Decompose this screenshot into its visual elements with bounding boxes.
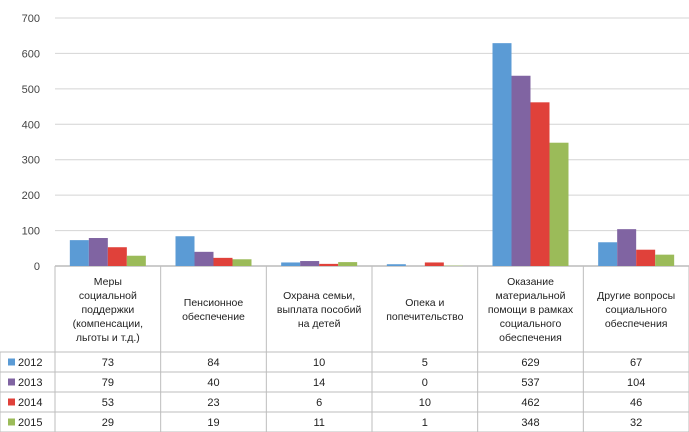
table-cell-2015-5: 32 xyxy=(630,417,642,429)
table-cell-2012-4: 629 xyxy=(521,357,539,369)
bar-2013-1 xyxy=(194,251,214,266)
y-tick-label-300: 300 xyxy=(22,155,40,167)
legend-label-2014: 2014 xyxy=(18,397,42,409)
category-label-2-2: на детей xyxy=(298,318,341,330)
table-cell-2012-0: 73 xyxy=(102,357,114,369)
bar-2012-4 xyxy=(492,43,512,267)
table-cell-2014-0: 53 xyxy=(102,397,114,409)
legend-label-2012: 2012 xyxy=(18,357,42,369)
bar-2012-5 xyxy=(598,242,618,266)
table-cell-2013-0: 79 xyxy=(102,377,114,389)
y-tick-label-0: 0 xyxy=(34,261,40,273)
table-cell-2012-2: 10 xyxy=(313,357,325,369)
table-cell-2012-1: 84 xyxy=(207,357,219,369)
category-label-0-3: (компенсации, xyxy=(73,318,143,330)
legend-label-2013: 2013 xyxy=(18,377,42,389)
table-cell-2013-5: 104 xyxy=(627,377,645,389)
category-label-5-1: социального xyxy=(605,304,667,316)
bar-2012-3 xyxy=(386,264,406,266)
table-cell-2014-5: 46 xyxy=(630,397,642,409)
bar-2012-0 xyxy=(69,240,89,266)
table-cell-2013-2: 14 xyxy=(313,377,325,389)
bar-2014-3 xyxy=(424,262,444,266)
bar-2015-4 xyxy=(549,142,569,266)
legend-swatch-2012 xyxy=(8,358,15,366)
legend-swatch-2013 xyxy=(8,378,15,386)
category-label-5-0: Другие вопросы xyxy=(597,290,675,302)
bar-2014-0 xyxy=(107,247,127,266)
category-label-3-0: Опека и xyxy=(405,297,444,309)
category-label-2-0: Охрана семьи, xyxy=(283,290,355,302)
table-cell-2013-4: 537 xyxy=(521,377,539,389)
category-label-4-2: помощи в рамках xyxy=(488,304,574,316)
table-cell-2012-3: 5 xyxy=(422,357,428,369)
table-cell-2014-2: 6 xyxy=(316,397,322,409)
y-tick-label-200: 200 xyxy=(22,190,40,202)
category-label-0-0: Меры xyxy=(94,276,122,288)
bar-2014-1 xyxy=(213,257,233,266)
table-cell-2015-1: 19 xyxy=(207,417,219,429)
bar-2015-2 xyxy=(338,262,358,266)
category-label-1-0: Пенсионное xyxy=(184,297,244,309)
bar-2013-2 xyxy=(300,261,320,266)
bar-2014-2 xyxy=(319,263,339,266)
bar-2013-0 xyxy=(88,238,108,266)
bar-2015-1 xyxy=(232,259,252,266)
category-label-5-2: обеспечения xyxy=(605,318,668,330)
category-label-4-4: обеспечения xyxy=(499,332,562,344)
bar-2012-2 xyxy=(281,262,301,266)
y-tick-label-100: 100 xyxy=(22,226,40,238)
table-cell-2014-1: 23 xyxy=(207,397,219,409)
table-cell-2014-3: 10 xyxy=(419,397,431,409)
bar-2013-5 xyxy=(617,229,637,266)
legend-swatch-2015 xyxy=(8,418,15,426)
bar-2012-1 xyxy=(175,236,195,266)
y-tick-label-700: 700 xyxy=(22,13,40,25)
table-cell-2012-5: 67 xyxy=(630,357,642,369)
category-label-0-1: социальной xyxy=(79,290,137,302)
bar-2015-5 xyxy=(655,254,675,266)
category-label-2-1: выплата пособий xyxy=(277,304,362,316)
table-cell-2015-0: 29 xyxy=(102,417,114,429)
table-cell-2013-1: 40 xyxy=(207,377,219,389)
y-tick-label-500: 500 xyxy=(22,84,40,96)
table-cell-2015-3: 1 xyxy=(422,417,428,429)
y-tick-label-600: 600 xyxy=(22,48,40,60)
bar-2014-5 xyxy=(636,249,656,266)
category-label-0-2: поддержки xyxy=(81,304,134,316)
bar-2013-4 xyxy=(511,75,531,267)
bar-2014-4 xyxy=(530,102,550,266)
category-label-3-1: попечительство xyxy=(386,311,463,323)
table-cell-2014-4: 462 xyxy=(521,397,539,409)
table-cell-2015-4: 348 xyxy=(521,417,539,429)
table-cell-2015-2: 11 xyxy=(313,417,324,429)
legend-swatch-2014 xyxy=(8,398,15,406)
category-label-0-4: льготы и т.д.) xyxy=(76,332,140,344)
category-label-1-1: обеспечение xyxy=(182,311,245,323)
bar-2015-0 xyxy=(126,255,146,266)
legend-label-2015: 2015 xyxy=(18,417,42,429)
category-label-4-3: социального xyxy=(500,318,562,330)
category-label-4-0: Оказание xyxy=(507,276,554,288)
table-cell-2013-3: 0 xyxy=(422,377,428,389)
y-tick-label-400: 400 xyxy=(22,119,40,131)
category-label-4-1: материальной xyxy=(495,290,565,302)
